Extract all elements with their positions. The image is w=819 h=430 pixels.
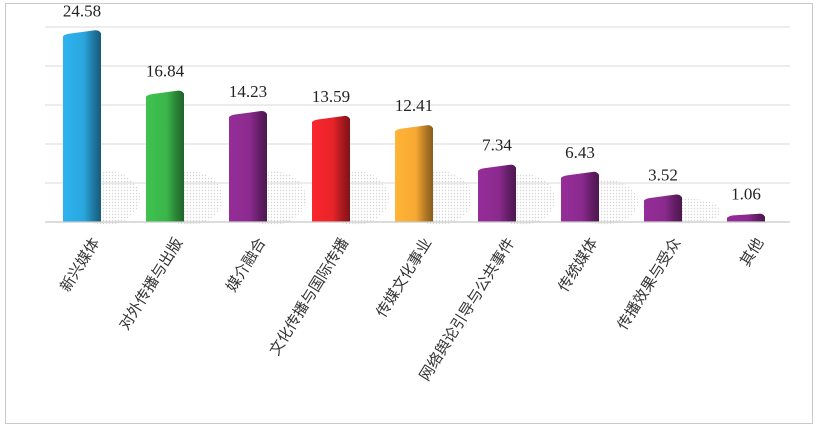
bar <box>146 90 184 222</box>
category-label: 传媒文化事业 <box>372 235 435 321</box>
value-label: 12.41 <box>395 96 433 115</box>
value-label: 7.34 <box>482 136 512 155</box>
category-label: 新兴媒体 <box>56 235 103 295</box>
value-label: 24.58 <box>63 1 101 20</box>
value-label: 6.43 <box>565 143 595 162</box>
category-label: 媒介融合 <box>222 235 269 295</box>
category-label: 传播效果与受众 <box>613 235 684 334</box>
value-label: 14.23 <box>229 82 267 101</box>
category-label: 网络舆论引导与公共事件 <box>416 235 519 384</box>
value-label: 1.06 <box>731 185 761 204</box>
bar <box>644 194 682 222</box>
bar <box>395 125 433 222</box>
value-label: 13.59 <box>312 87 350 106</box>
bars <box>63 30 765 222</box>
bar <box>312 115 350 222</box>
value-labels: 24.58 16.84 14.23 13.59 12.41 7.34 6.43 3.52 1.0… <box>63 1 761 203</box>
category-label: 对外传播与出版 <box>115 235 186 334</box>
bar <box>561 171 599 222</box>
value-label: 3.52 <box>648 166 678 185</box>
category-label: 传统媒体 <box>554 235 601 295</box>
value-label: 16.84 <box>146 62 185 81</box>
category-label: 其他 <box>736 235 767 270</box>
category-label: 文化传播与国际传播 <box>266 235 353 359</box>
bar <box>727 213 765 222</box>
bar <box>478 164 516 222</box>
bar <box>229 110 267 222</box>
bar <box>63 30 101 222</box>
